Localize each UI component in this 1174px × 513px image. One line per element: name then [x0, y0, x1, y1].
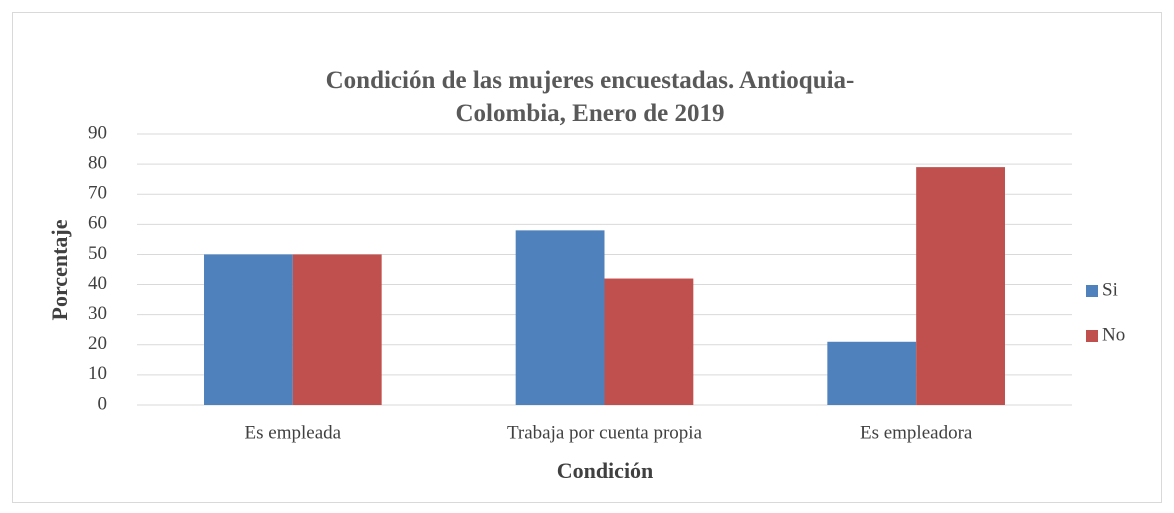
x-tick-label: Es empleadora: [860, 422, 973, 443]
bar: [204, 254, 293, 405]
y-tick-label: 90: [88, 122, 107, 143]
bar: [515, 230, 605, 405]
x-tick-label: Es empleada: [245, 422, 342, 443]
x-tick-label: Trabaja por cuenta propia: [507, 422, 703, 443]
legend-swatch: [1086, 330, 1098, 342]
y-tick-label: 20: [88, 333, 107, 354]
y-tick-label: 70: [88, 183, 107, 204]
bar: [827, 341, 917, 405]
x-axis-label: Condición: [557, 458, 654, 483]
y-axis-label: Porcentaje: [47, 219, 72, 320]
legend-label: No: [1102, 324, 1125, 345]
y-tick-label: 10: [88, 363, 107, 384]
y-tick-label: 40: [88, 273, 107, 294]
y-tick-label: 60: [88, 213, 107, 234]
y-tick-label: 50: [88, 243, 107, 264]
legend-label: Si: [1102, 279, 1118, 300]
bar: [604, 278, 694, 405]
bar: [916, 167, 1005, 405]
y-tick-label: 30: [88, 303, 107, 324]
y-tick-label: 0: [98, 393, 108, 414]
y-tick-label: 80: [88, 152, 107, 173]
chart-title: Condición de las mujeres encuestadas. An…: [325, 67, 855, 127]
legend-swatch: [1086, 285, 1098, 297]
bar: [292, 254, 382, 405]
